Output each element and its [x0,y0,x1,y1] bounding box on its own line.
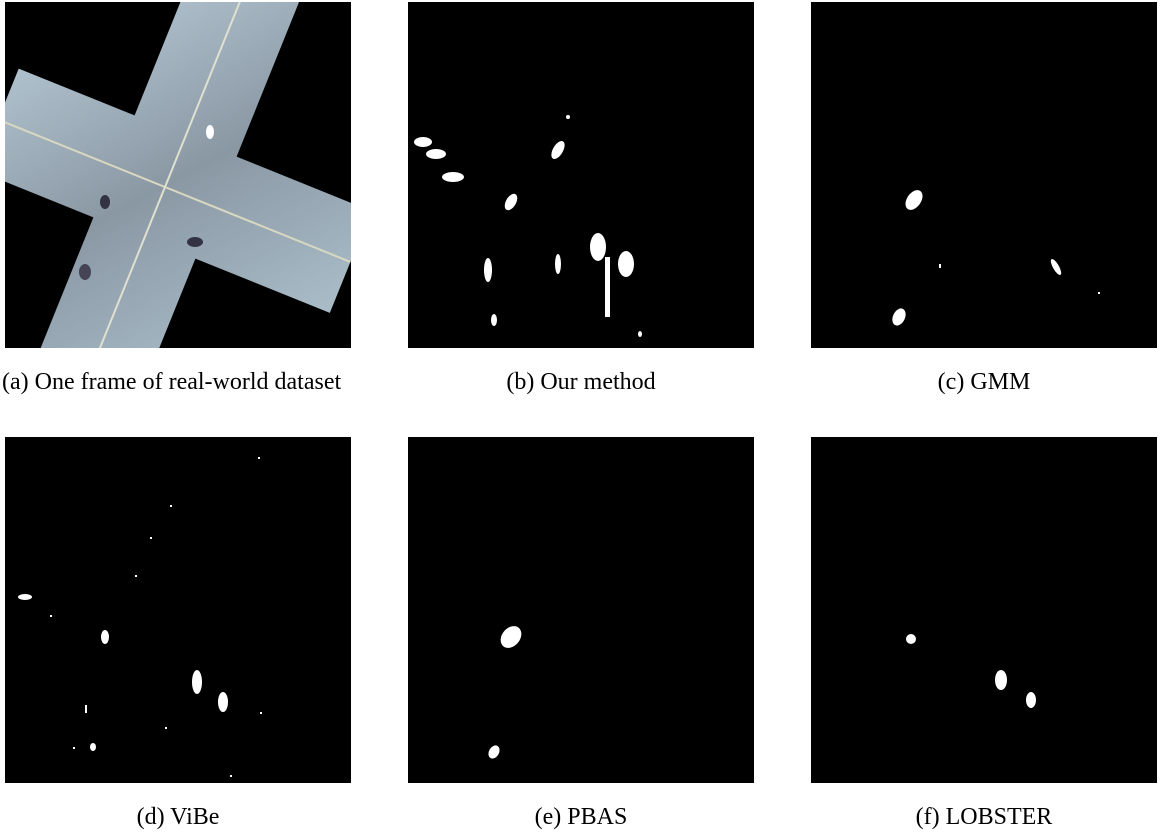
caption: (f) LOBSTER [811,803,1157,831]
caption: (b) Our method [408,368,754,396]
caption-text: ViBe [170,804,219,830]
caption: (e) PBAS [408,803,754,831]
mask-image [811,2,1157,348]
caption-text: (e) [535,804,562,830]
panel-d: (d) ViBe [5,437,351,831]
page: (a) One frame of real-world dataset (b) … [0,0,1160,838]
caption-text: One frame of real-world dataset [35,369,342,395]
frame-image [5,2,351,348]
panel-b: (b) Our method [408,2,754,396]
caption: (a) One frame of real-world dataset [2,368,362,396]
mask-image [811,437,1157,783]
caption: (d) ViBe [5,803,351,831]
caption-text: GMM [970,369,1030,395]
caption-text: PBAS [567,804,627,830]
caption-text: (a) [2,369,29,395]
intersection [5,2,351,348]
caption-text: (b) [506,369,534,395]
mask-image [408,437,754,783]
caption: (c) GMM [811,368,1157,396]
mask-image [408,2,754,348]
panel-e: (e) PBAS [408,437,754,831]
caption-text: (c) [938,369,965,395]
mask-image [5,437,351,783]
panel-a: (a) One frame of real-world dataset [5,2,351,396]
panel-f: (f) LOBSTER [811,437,1157,831]
caption-text: (f) [916,804,940,830]
caption-text: Our method [540,369,655,395]
panel-c: (c) GMM [811,2,1157,396]
caption-text: LOBSTER [946,804,1053,830]
caption-text: (d) [137,804,165,830]
